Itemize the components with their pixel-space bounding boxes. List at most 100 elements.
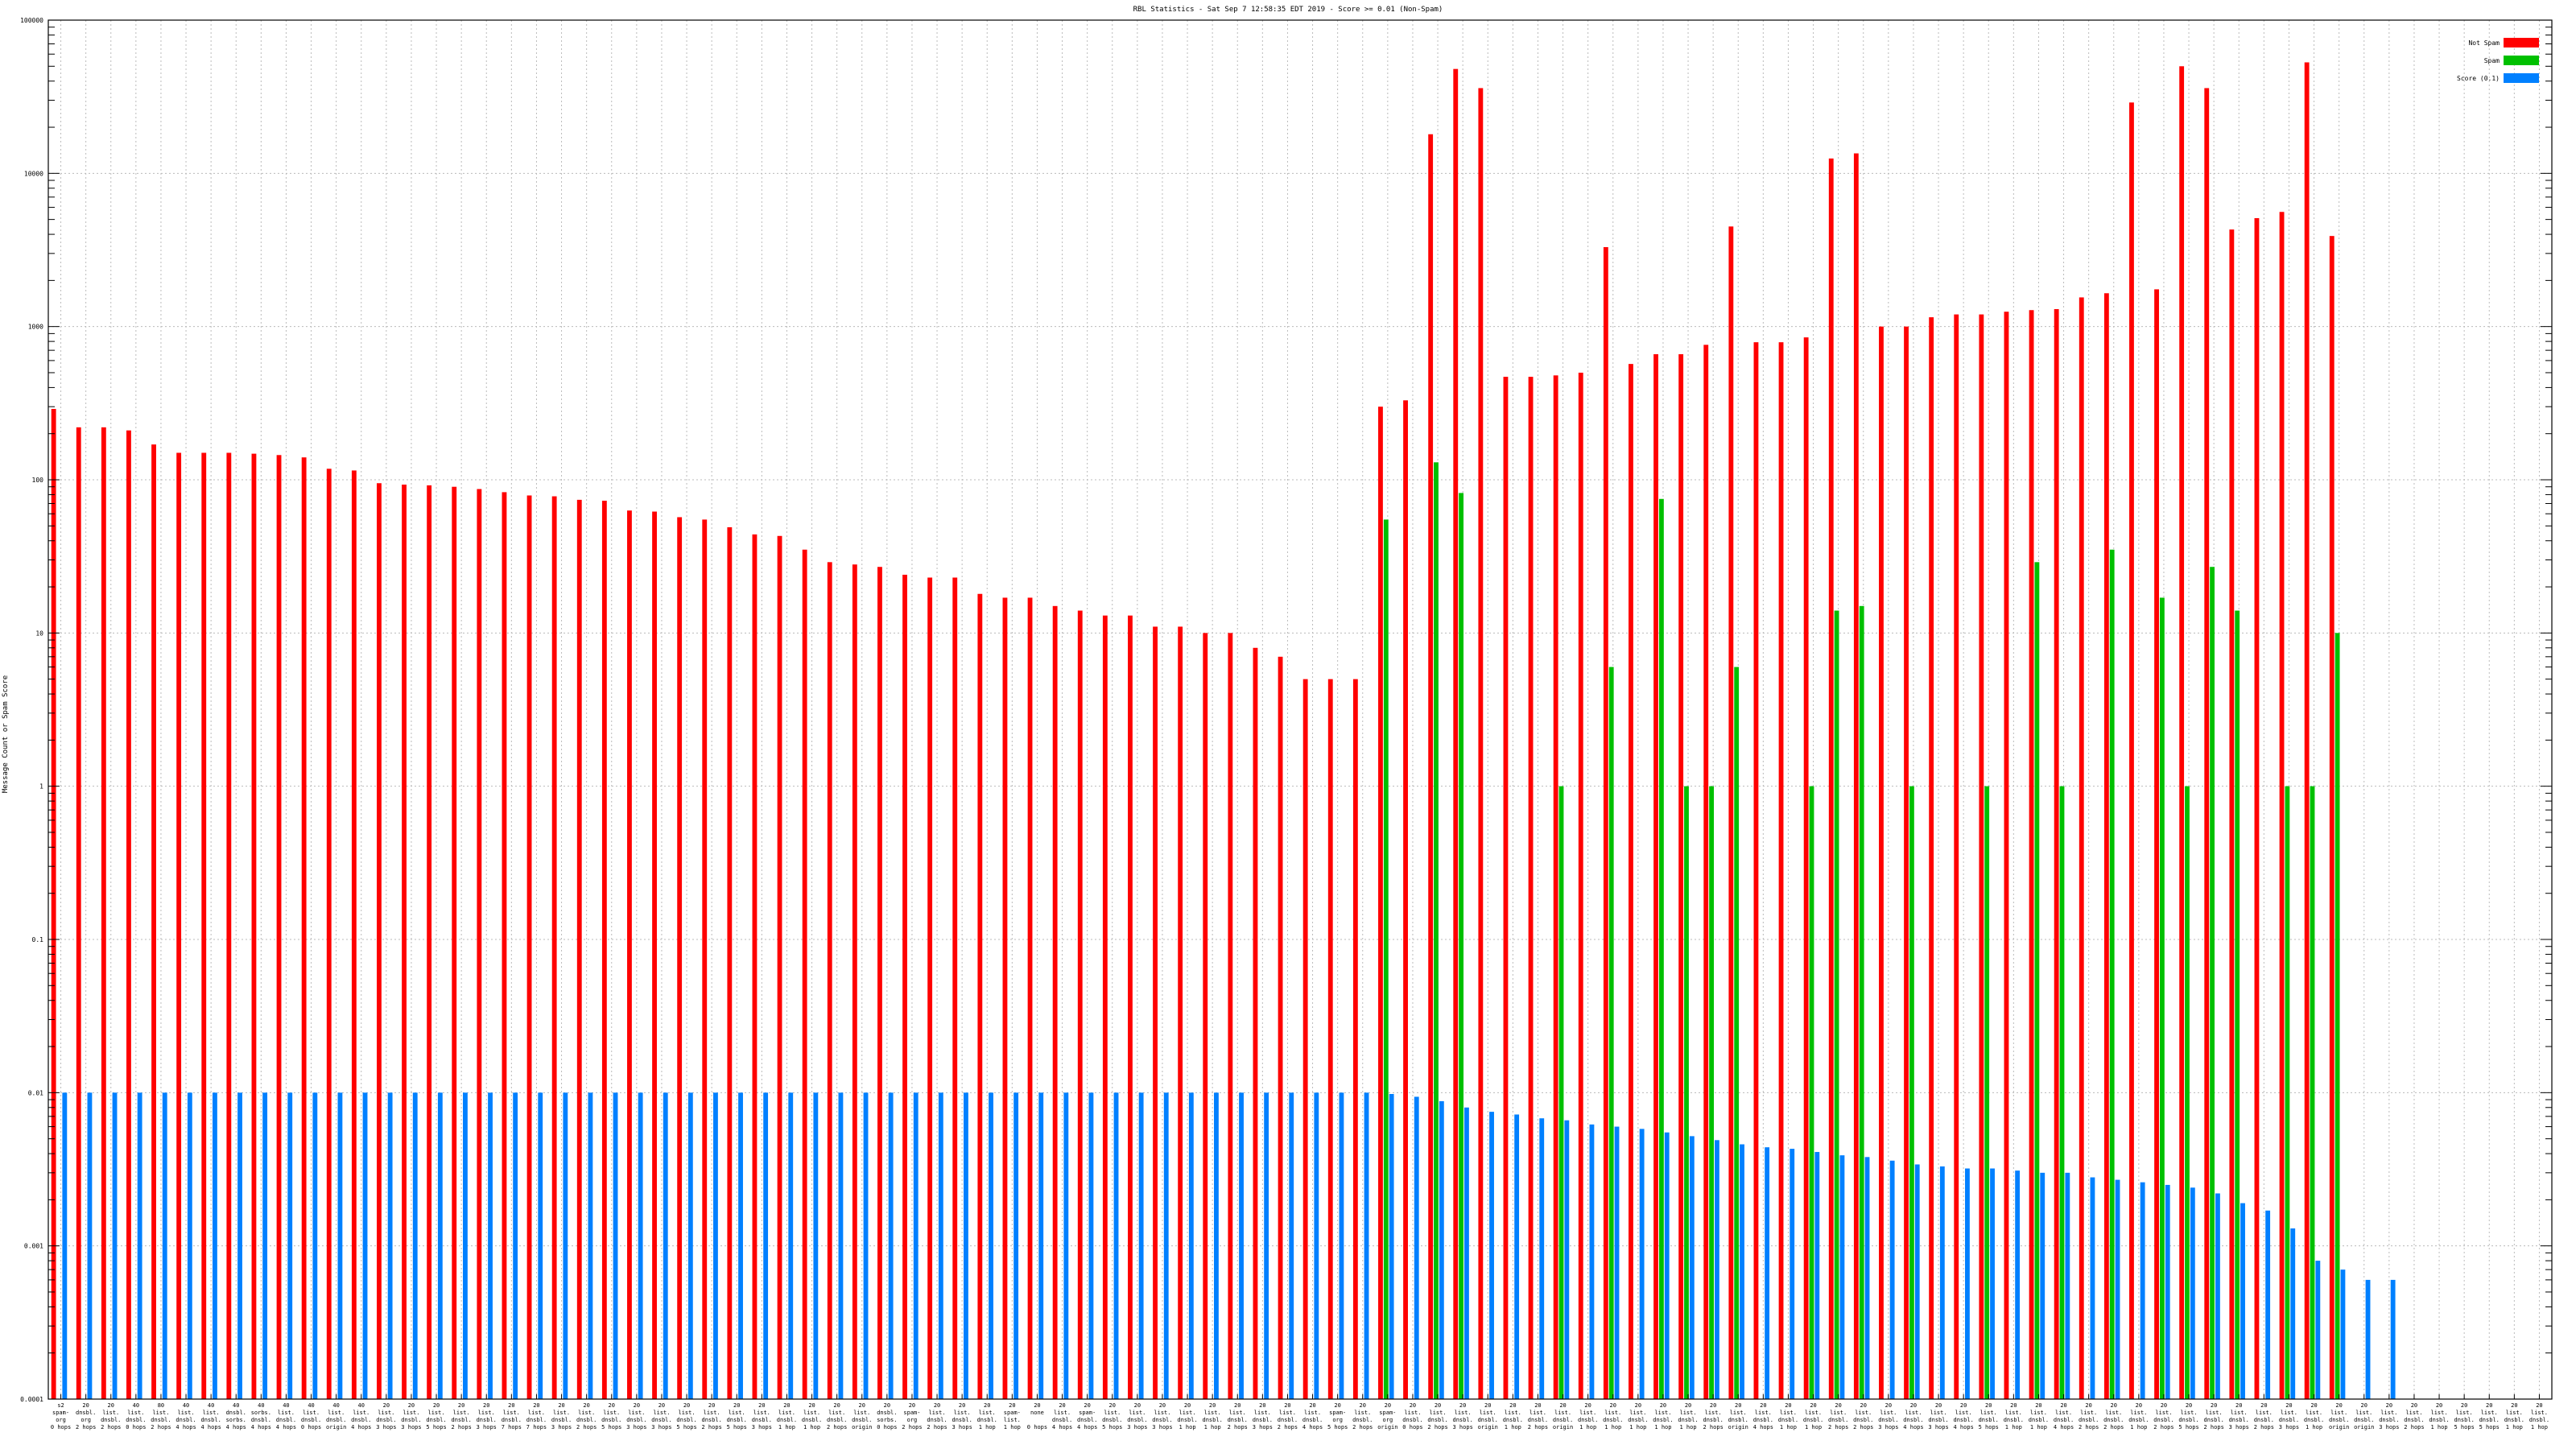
- bar-score: [613, 1092, 618, 1399]
- bar-score: [312, 1092, 318, 1399]
- bar-score: [838, 1092, 844, 1399]
- x-tick-label: dnsbl.: [1903, 1417, 1923, 1423]
- x-tick-label: 20: [959, 1402, 965, 1409]
- x-tick-label: dnsbl.: [2103, 1417, 2124, 1423]
- x-tick-label: 1 hop: [1204, 1424, 1221, 1430]
- x-tick-label: 2 hops: [2204, 1424, 2224, 1430]
- x-tick-label: dnsbl.: [1152, 1417, 1172, 1423]
- bar-score: [1564, 1120, 1570, 1399]
- bar-not-spam: [326, 469, 332, 1399]
- x-tick-label: 3 hops: [752, 1424, 772, 1430]
- x-tick-label: 0 hops: [51, 1424, 71, 1430]
- bar-score: [1138, 1092, 1144, 1399]
- x-tick-label: dnsbl.: [376, 1417, 396, 1423]
- x-tick-label: list.: [178, 1410, 195, 1416]
- bar-not-spam: [2004, 312, 2009, 1400]
- x-tick-label: 3 hops: [2229, 1424, 2249, 1430]
- bar-not-spam: [827, 562, 832, 1399]
- x-tick-label: 2 hops: [576, 1424, 597, 1430]
- x-tick-label: 4 hops: [351, 1424, 371, 1430]
- x-tick-label: 3 hops: [651, 1424, 671, 1430]
- x-tick-label: dnsbl.: [2504, 1417, 2524, 1423]
- x-tick-label: 20: [783, 1402, 790, 1409]
- x-tick-label: org: [56, 1417, 66, 1423]
- x-tick-label: 1 hop: [803, 1424, 820, 1430]
- x-tick-label: s2: [57, 1402, 64, 1409]
- bar-score: [1339, 1092, 1344, 1399]
- x-tick-label: 20: [2511, 1402, 2517, 1409]
- x-tick-label: 40: [233, 1402, 239, 1409]
- x-tick-label: 40: [258, 1402, 264, 1409]
- x-tick-label: list.: [528, 1410, 545, 1416]
- bar-not-spam: [1302, 679, 1308, 1399]
- bar-score: [1314, 1092, 1319, 1399]
- x-tick-label: dnsbl.: [2379, 1417, 2399, 1423]
- x-tick-label: 20: [609, 1402, 615, 1409]
- x-tick-label: origin: [1478, 1424, 1498, 1430]
- bar-score: [1715, 1140, 1719, 1399]
- x-tick-label: dnsbl.: [576, 1417, 597, 1423]
- bar-score: [412, 1092, 418, 1399]
- x-tick-label: dnsbl.: [1553, 1417, 1573, 1423]
- x-tick-label: list.: [753, 1410, 770, 1416]
- x-tick-label: dnsbl.: [2429, 1417, 2449, 1423]
- bar-not-spam: [952, 577, 958, 1399]
- bar-score: [287, 1092, 293, 1399]
- x-tick-label: dnsbl.: [452, 1417, 472, 1423]
- x-tick-label: dnsbl.: [1979, 1417, 1999, 1423]
- bar-not-spam: [2179, 66, 2185, 1400]
- x-tick-label: list.: [2055, 1410, 2072, 1416]
- x-tick-label: 20: [2411, 1402, 2417, 1409]
- x-tick-label: list.: [828, 1410, 845, 1416]
- x-tick-label: 3 hops: [1878, 1424, 1898, 1430]
- x-tick-label: 2 hops: [1528, 1424, 1548, 1430]
- x-tick-label: list.: [478, 1410, 495, 1416]
- axes: [47, 19, 2553, 1400]
- x-tick-label: 3 hops: [477, 1424, 497, 1430]
- x-tick-label: 20: [108, 1402, 114, 1409]
- x-tick-label: dnsbl.: [2004, 1417, 2024, 1423]
- x-tick-label: origin: [1728, 1424, 1748, 1430]
- x-tick-label: 40: [133, 1402, 139, 1409]
- x-tick-label: list.: [1680, 1410, 1697, 1416]
- x-tick-label: list.: [653, 1410, 670, 1416]
- x-tick-label: 40: [358, 1402, 365, 1409]
- x-tick-label: dnsbl.: [1127, 1417, 1147, 1423]
- bar-score: [2115, 1179, 2120, 1399]
- bar-score: [213, 1092, 217, 1399]
- x-tick-label: 4 hops: [1954, 1424, 1974, 1430]
- x-tick-label: 20: [1584, 1402, 1591, 1409]
- bar-score: [888, 1092, 894, 1399]
- x-tick-label: list.: [2306, 1410, 2322, 1416]
- x-tick-label: 20: [483, 1402, 489, 1409]
- x-tick-label: spam-: [52, 1410, 69, 1416]
- x-tick-label: 20: [1159, 1402, 1166, 1409]
- x-tick-label: 5 hops: [676, 1424, 696, 1430]
- x-tick-label: 5 hops: [2454, 1424, 2475, 1430]
- x-tick-label: dnsbl.: [2454, 1417, 2475, 1423]
- x-tick-label: dnsbl.: [1828, 1417, 1848, 1423]
- y-tick-label: 0.0001: [20, 1396, 43, 1403]
- x-tick-label: list.: [1279, 1410, 1296, 1416]
- x-tick-label: 20: [1785, 1402, 1791, 1409]
- x-tick-label: list.: [1129, 1410, 1146, 1416]
- x-tick-label: list.: [778, 1410, 795, 1416]
- x-tick-label: 2 hops: [101, 1424, 121, 1430]
- x-tick-label: list.: [1254, 1410, 1271, 1416]
- bar-not-spam: [1603, 246, 1608, 1399]
- bar-not-spam: [1453, 68, 1459, 1400]
- x-tick-label: 3 hops: [2279, 1424, 2299, 1430]
- x-tick-label: list.: [1955, 1410, 1972, 1416]
- y-tick-label: 0.1: [32, 936, 44, 943]
- x-tick-label: 2 hops: [2153, 1424, 2174, 1430]
- x-tick-label: dnsbl.: [2204, 1417, 2224, 1423]
- x-tick-label: 1 hop: [1179, 1424, 1196, 1430]
- x-tick-label: 4 hops: [2054, 1424, 2074, 1430]
- bar-score: [1264, 1092, 1269, 1399]
- x-tick-label: 20: [2211, 1402, 2217, 1409]
- bar-score: [1740, 1144, 1744, 1399]
- x-tick-label: dnsbl.: [2304, 1417, 2324, 1423]
- x-tick-label: list.: [603, 1410, 620, 1416]
- bar-score: [2315, 1261, 2321, 1399]
- bar-spam: [1558, 786, 1564, 1399]
